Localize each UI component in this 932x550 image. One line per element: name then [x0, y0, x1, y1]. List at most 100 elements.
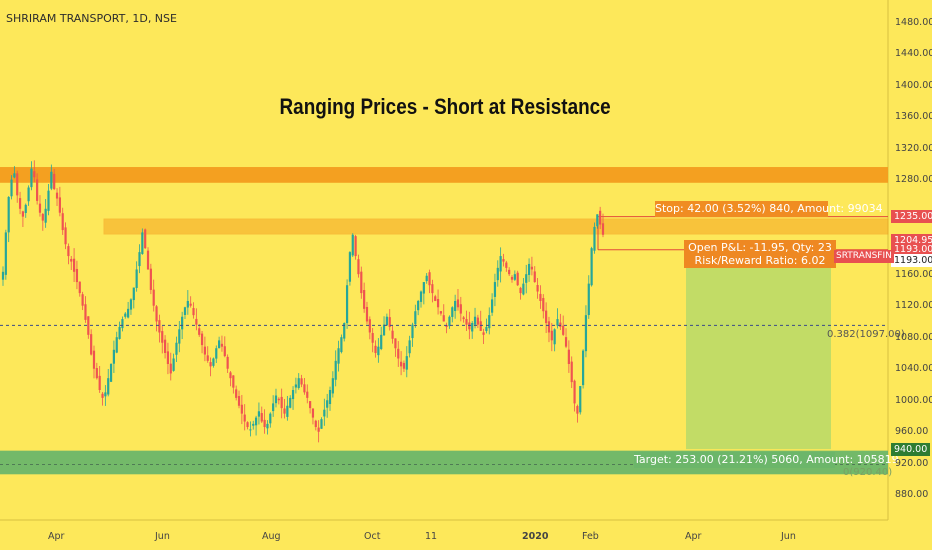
- y-axis-tick-label: 1440.00: [895, 48, 932, 60]
- candle-body: [138, 252, 141, 267]
- y-axis-tick-label: 920.00: [895, 457, 929, 469]
- candle-body: [158, 320, 161, 333]
- candle-body: [98, 375, 101, 390]
- candle-body: [101, 393, 104, 398]
- y-axis-tick-label: 1000.00: [895, 394, 932, 406]
- candle-body: [36, 179, 39, 201]
- price-tag: 1235.00: [891, 210, 932, 224]
- candle-body: [348, 252, 352, 282]
- candle-body: [510, 276, 514, 280]
- candle-body: [198, 328, 201, 335]
- chart-header-symbol: SHRIRAM TRANSPORT, 1D, NSE: [6, 12, 177, 25]
- candle-body: [479, 321, 482, 331]
- candle-body: [439, 311, 443, 314]
- x-axis-tick-label: Feb: [582, 531, 599, 542]
- candle-body: [488, 315, 491, 329]
- candle-body: [448, 316, 451, 327]
- candle-body: [502, 259, 505, 262]
- y-axis-tick-label: 880.00: [895, 489, 929, 501]
- axis-panel-right: [888, 0, 932, 550]
- candle-body: [223, 346, 226, 357]
- candle-body: [519, 287, 522, 294]
- candle-body: [33, 171, 36, 178]
- candle-body: [172, 358, 175, 371]
- candle-body: [599, 210, 602, 225]
- resistance-zone-minor: [103, 218, 889, 235]
- candle-body: [314, 420, 317, 428]
- candle-body: [374, 345, 377, 353]
- candle-body: [229, 372, 232, 379]
- candle-body: [320, 419, 323, 429]
- candle-body: [280, 396, 283, 409]
- candle-body: [601, 223, 605, 235]
- candle-body: [206, 355, 209, 361]
- candle-body: [482, 332, 485, 335]
- candle-body: [274, 395, 278, 404]
- candle-body: [18, 198, 22, 209]
- candle-body: [189, 303, 192, 306]
- candle-body: [237, 396, 241, 406]
- y-axis-tick-label: 1040.00: [895, 363, 932, 375]
- candle-body: [391, 330, 394, 339]
- candle-body: [141, 232, 144, 254]
- x-axis-tick-label: Aug: [262, 531, 281, 542]
- fib-label-0: 0(920.40): [843, 467, 893, 478]
- candle-body: [129, 299, 133, 310]
- candle-body: [61, 213, 64, 231]
- candle-body: [181, 316, 184, 330]
- candle-body: [334, 360, 337, 380]
- candle-body: [294, 384, 297, 388]
- candle-body: [471, 323, 474, 332]
- candle-body: [309, 401, 312, 409]
- candle-body: [272, 403, 275, 412]
- target-label-box: Target: 253.00 (21.21%) 5060, Amount: 10…: [634, 452, 899, 468]
- candle-body: [50, 171, 53, 189]
- candle-body: [451, 307, 454, 317]
- candle-body: [485, 326, 488, 332]
- symbol-tag: SRTRANSFIN: [834, 250, 894, 263]
- x-axis-tick-label: Jun: [781, 531, 796, 542]
- candle-body: [44, 208, 47, 223]
- price-tag: 1193.00: [891, 253, 932, 267]
- candle-body: [289, 397, 292, 408]
- candle-body: [132, 287, 135, 301]
- candle-body: [587, 283, 590, 316]
- candle-body: [115, 337, 118, 353]
- candle-body: [166, 351, 170, 364]
- candle-body: [377, 346, 380, 356]
- candle-body: [90, 334, 93, 355]
- candle-body: [72, 258, 76, 272]
- chart-title-annotation: Ranging Prices - Short at Resistance: [279, 94, 611, 119]
- candle-body: [297, 378, 300, 389]
- candle-body: [84, 304, 87, 320]
- candles-layer: [1, 160, 605, 443]
- y-axis-tick-label: 1320.00: [895, 142, 932, 154]
- candle-body: [368, 319, 371, 333]
- candle-body: [70, 258, 73, 262]
- candle-body: [331, 378, 334, 394]
- candle-body: [382, 324, 386, 336]
- candle-body: [505, 262, 508, 268]
- candle-body: [553, 329, 556, 345]
- candle-body: [30, 168, 33, 188]
- candle-body: [402, 362, 406, 369]
- y-axis-tick-label: 1080.00: [895, 331, 932, 343]
- risk-reward-text: Risk/Reward Ratio: 6.02: [694, 254, 826, 267]
- candle-body: [445, 325, 448, 327]
- candle-body: [27, 187, 30, 202]
- candle-body: [323, 409, 326, 417]
- candle-body: [522, 283, 525, 295]
- candle-body: [533, 271, 536, 283]
- candle-body: [146, 250, 150, 270]
- candle-body: [542, 298, 545, 312]
- price-tag: 1193.00: [891, 243, 932, 257]
- candle-body: [434, 296, 437, 301]
- candle-body: [266, 423, 269, 429]
- candle-body: [155, 306, 158, 322]
- y-axis-tick-label: 960.00: [895, 426, 929, 438]
- candle-body: [75, 268, 79, 283]
- candle-body: [462, 317, 465, 320]
- candle-body: [584, 315, 588, 352]
- candle-body: [371, 333, 374, 343]
- candle-body: [573, 380, 576, 404]
